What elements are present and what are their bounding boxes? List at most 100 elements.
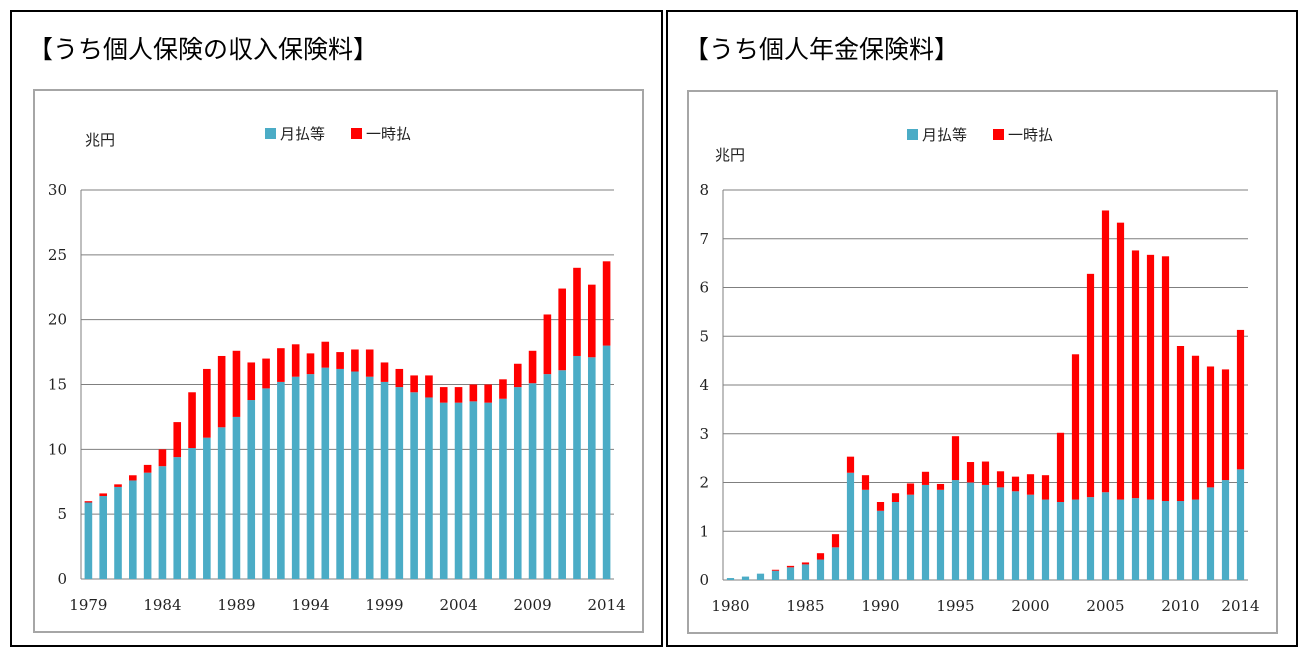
y-tick-label: 7 (699, 230, 709, 248)
bar-monthly (726, 578, 735, 580)
bar-lump-sum (831, 534, 840, 548)
bar-lump-sum (981, 461, 990, 485)
bar-lump-sum (1176, 346, 1185, 502)
bar-monthly (513, 387, 522, 579)
bar-lump-sum (801, 562, 810, 565)
bar-monthly (846, 472, 855, 580)
bar-monthly (262, 388, 270, 579)
bar-lump-sum (602, 261, 611, 346)
bar-lump-sum (906, 483, 915, 495)
bar-monthly (247, 400, 256, 579)
y-tick-label: 2 (699, 474, 709, 492)
bar-monthly (936, 489, 945, 580)
bar-monthly (602, 345, 611, 579)
bar-lump-sum (143, 464, 152, 473)
bar-lump-sum (351, 349, 359, 372)
bar-lump-sum (513, 363, 522, 388)
bar-monthly (1221, 480, 1230, 580)
bar-monthly (906, 494, 915, 580)
legend-label-monthly: 月払等 (280, 125, 325, 143)
x-tick-label: 1994 (291, 596, 329, 614)
bar-monthly (321, 367, 330, 579)
bar-lump-sum (1206, 366, 1215, 488)
bar-monthly (291, 376, 300, 579)
bar-lump-sum (173, 422, 182, 458)
bar-monthly (996, 487, 1005, 580)
bar-lump-sum (1191, 355, 1200, 500)
bar-monthly (921, 484, 930, 580)
bar-lump-sum (291, 344, 300, 377)
bar-lump-sum (247, 362, 256, 401)
bar-monthly (543, 374, 552, 579)
x-tick-label: 1984 (143, 596, 181, 614)
bar-lump-sum (395, 368, 404, 388)
bar-monthly (1236, 469, 1245, 580)
bar-monthly (1026, 494, 1035, 580)
y-tick-label: 25 (48, 246, 67, 264)
y-tick-label: 20 (48, 311, 67, 329)
x-tick-label: 2004 (439, 596, 477, 614)
bar-lump-sum (1011, 476, 1020, 492)
bar-monthly (1176, 501, 1185, 580)
bar-lump-sum (1056, 432, 1065, 502)
bar-monthly (1116, 499, 1125, 580)
bar-monthly (528, 383, 537, 579)
bar-monthly (365, 376, 374, 579)
y-tick-label: 6 (699, 279, 709, 297)
bar-lump-sum (306, 353, 315, 375)
bar-monthly (114, 486, 122, 579)
bar-monthly (876, 510, 885, 580)
chart-panel-individual-annuity: 【うち個人年金保険料】 兆円 0 1 2 3 4 5 6 7 8 1980 1985 1990 1995… (666, 10, 1298, 647)
bar-monthly (1146, 499, 1155, 580)
bar-monthly (188, 448, 196, 579)
x-tick-label: 2005 (1086, 597, 1124, 615)
bar-monthly (1191, 499, 1200, 580)
bar-lump-sum (1041, 475, 1050, 500)
bar-lump-sum (1146, 254, 1155, 500)
bar-monthly (786, 567, 795, 580)
bar-monthly (99, 496, 108, 579)
bar-monthly (454, 402, 463, 579)
bar-lump-sum (1071, 354, 1080, 500)
bar-monthly (801, 564, 810, 580)
bar-lump-sum (1116, 222, 1125, 500)
chart-frame: 兆円 0 1 2 3 4 5 6 7 8 1980 1985 1990 1995 2000 2005 2010… (687, 90, 1278, 634)
legend-label-lump-sum: 一時払 (1008, 126, 1053, 144)
bar-monthly (173, 457, 182, 579)
y-tick-label: 8 (699, 181, 709, 199)
bar-lump-sum (129, 475, 137, 481)
y-axis-unit-label: 兆円 (85, 131, 115, 149)
y-tick-label: 15 (48, 376, 67, 394)
bar-monthly (425, 397, 433, 579)
bar-lump-sum (1131, 250, 1140, 499)
y-tick-label: 0 (57, 570, 67, 588)
bar-lump-sum (499, 379, 507, 399)
bar-lump-sum (1221, 369, 1230, 481)
bar-monthly (1011, 491, 1020, 580)
bar-monthly (1131, 498, 1140, 580)
bar-monthly (395, 387, 404, 579)
x-tick-label: 2009 (513, 596, 551, 614)
x-tick-label: 2014 (588, 596, 626, 614)
bar-lump-sum (816, 553, 825, 560)
x-tick-label: 1990 (861, 597, 899, 615)
bar-monthly (756, 573, 765, 580)
bar-lump-sum (846, 456, 855, 473)
y-tick-label: 5 (699, 327, 709, 345)
chart-panel-individual-insurance: 【うち個人保険の収入保険料】 兆円 0 5 10 15 20 25 30 1979 1984 19… (10, 10, 663, 647)
bar-lump-sum (321, 341, 330, 368)
x-tick-label: 2010 (1161, 597, 1199, 615)
bar-lump-sum (1236, 329, 1245, 470)
bar-monthly (816, 559, 825, 580)
bar-lump-sum (921, 471, 930, 485)
bar-lump-sum (188, 392, 196, 449)
bar-lump-sum (365, 349, 374, 377)
bar-lump-sum (262, 358, 270, 389)
bar-monthly (336, 368, 344, 579)
legend-label-lump-sum: 一時払 (366, 125, 411, 143)
bar-lump-sum (410, 375, 418, 393)
bar-monthly (1041, 499, 1050, 580)
bar-lump-sum (484, 384, 492, 403)
bar-monthly (158, 466, 167, 579)
bar-monthly (84, 502, 93, 579)
